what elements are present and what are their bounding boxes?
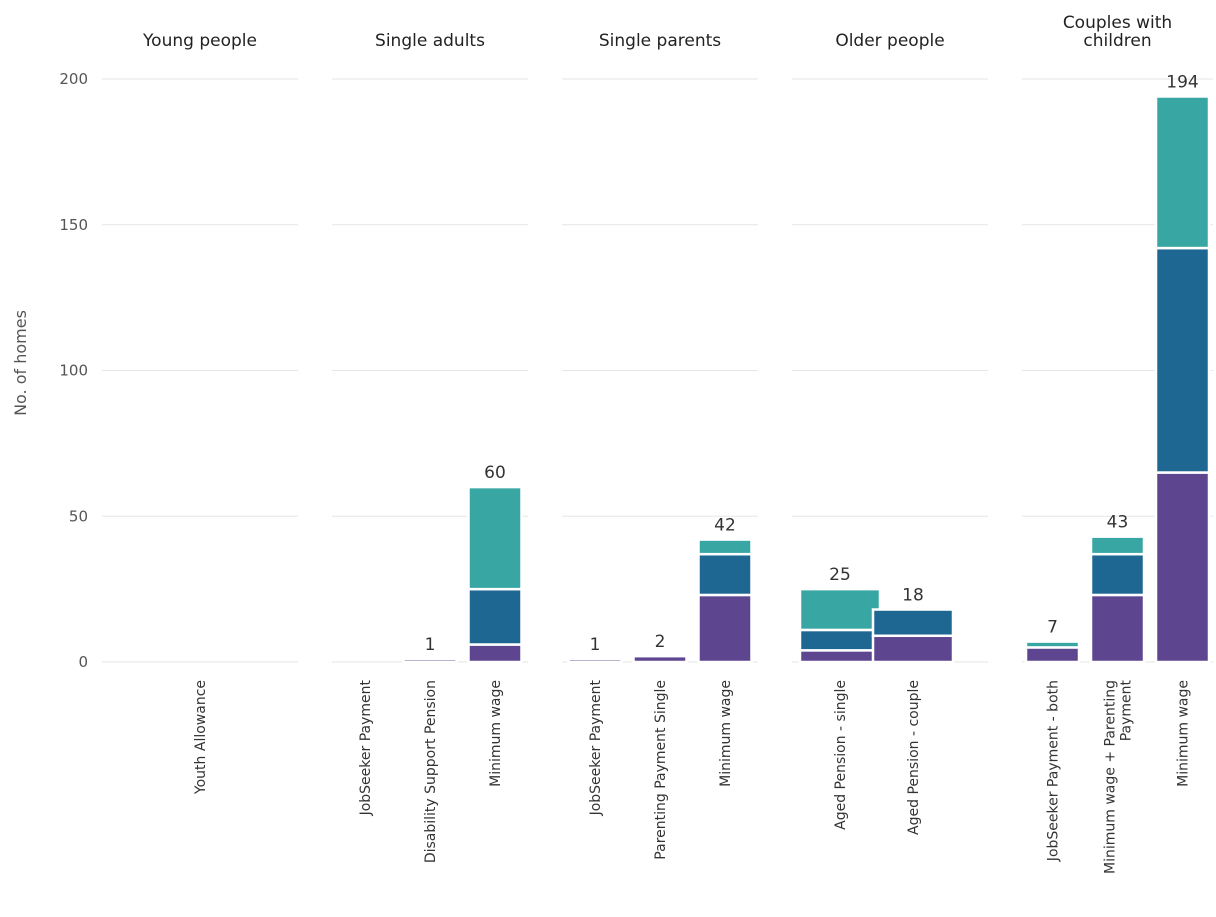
bar-segment — [798, 587, 882, 632]
category-label-line: Youth Allowance — [193, 680, 209, 795]
category-label-line: Payment — [1119, 679, 1135, 741]
category-label: Disability Support Pension — [423, 680, 439, 863]
bar-segment — [1154, 95, 1211, 250]
category-label: JobSeeker Payment - both — [1046, 680, 1062, 862]
bar: 18 Aged Pension - couple — [871, 586, 955, 835]
bar-segment — [798, 649, 882, 664]
category-label-line: Minimum wage — [718, 680, 734, 787]
bar-total-label: 194 — [1166, 72, 1198, 92]
category-label: Minimum wage — [488, 680, 504, 787]
category-label: JobSeeker Payment — [358, 679, 374, 816]
category-label-line: Minimum wage — [488, 680, 504, 787]
bar-segment — [1154, 471, 1211, 664]
y-tick-label: 200 — [59, 70, 88, 88]
panel-title-line: children — [1083, 31, 1151, 51]
category-label: Aged Pension - couple — [906, 680, 922, 835]
panel-title-line: Single adults — [375, 31, 485, 51]
category-label: Minimum wage + ParentingPayment — [1103, 679, 1135, 873]
bar: 42 Minimum wage — [697, 516, 753, 787]
bar-total-label: 60 — [484, 463, 506, 483]
bar-total-label: 1 — [425, 635, 436, 655]
bar: Youth Allowance — [193, 680, 209, 795]
y-axis-label: No. of homes — [11, 310, 30, 416]
bar-total-label: 1 — [590, 635, 601, 655]
bar: 1 Disability Support Pension — [402, 635, 458, 863]
category-label-line: JobSeeker Payment — [358, 679, 374, 816]
y-tick-label: 100 — [59, 362, 88, 380]
y-tick-label: 0 — [78, 653, 88, 671]
bar-segment — [798, 628, 882, 652]
panel-title: Couples with children — [1063, 13, 1172, 51]
panel: Single adults JobSeeker Payment 1 Disabilit… — [332, 31, 528, 863]
bar-segment — [871, 608, 955, 638]
bar-total-label: 42 — [714, 516, 736, 536]
bar-total-label: 25 — [829, 565, 851, 585]
bar-segment — [467, 643, 523, 664]
category-label-line: Aged Pension - couple — [906, 680, 922, 835]
bar: 2 Parenting Payment Single — [632, 632, 688, 860]
panel: Older people 25 Aged Pension - single 18 Age… — [792, 31, 988, 835]
bar-segment — [1024, 646, 1081, 664]
panel-title-line: Single parents — [599, 31, 721, 51]
category-label: Parenting Payment Single — [653, 680, 669, 860]
category-label-line: Parenting Payment Single — [653, 680, 669, 860]
category-label: JobSeeker Payment — [588, 679, 604, 816]
bar-segment — [467, 485, 523, 591]
bar-segment — [697, 538, 753, 556]
category-label-line: Minimum wage + Parenting — [1103, 680, 1119, 874]
panel: Single parents 1 JobSeeker Payment 2 Parenti… — [562, 31, 758, 860]
panel: Couples with children 7 JobSeeker Payment -… — [1022, 13, 1213, 874]
bar: 194 Minimum wage — [1154, 72, 1211, 787]
bar-segment — [1024, 640, 1081, 649]
category-label-line: Minimum wage — [1176, 680, 1192, 787]
panel-title: Single parents — [599, 31, 721, 51]
bar-total-label: 7 — [1047, 618, 1058, 638]
bar: JobSeeker Payment — [358, 679, 374, 816]
bar-segment — [697, 593, 753, 664]
bar: 1 JobSeeker Payment — [567, 635, 623, 816]
category-label: Minimum wage — [1176, 680, 1192, 787]
y-tick-label: 150 — [59, 216, 88, 234]
category-label-line: JobSeeker Payment — [588, 679, 604, 816]
bar-segment — [1154, 246, 1211, 474]
bar: 25 Aged Pension - single — [798, 565, 882, 830]
category-label-line: Disability Support Pension — [423, 680, 439, 863]
category-label: Aged Pension - single — [833, 680, 849, 830]
bar-total-label: 18 — [902, 586, 924, 606]
bar-segment — [697, 552, 753, 597]
bar: 60 Minimum wage — [467, 463, 523, 787]
y-axis: 0 50 100 150 200 — [59, 70, 88, 671]
category-label: Minimum wage — [718, 680, 734, 787]
panel-title: Older people — [835, 31, 944, 51]
panel-title-line: Couples with — [1063, 13, 1172, 33]
bar-segment — [1089, 535, 1146, 556]
category-label: Youth Allowance — [193, 680, 209, 795]
bar-segment — [567, 657, 623, 664]
bar-segment — [467, 587, 523, 646]
panel-title: Young people — [142, 31, 257, 51]
panel-title-line: Young people — [142, 31, 257, 51]
bar: 7 JobSeeker Payment - both — [1024, 618, 1081, 862]
bar-segment — [871, 634, 955, 664]
category-label-line: JobSeeker Payment - both — [1046, 680, 1062, 862]
bar: 43 Minimum wage + ParentingPayment — [1089, 513, 1146, 874]
bar-total-label: 2 — [655, 632, 666, 652]
panel-title: Single adults — [375, 31, 485, 51]
panel-title-line: Older people — [835, 31, 944, 51]
bar-segment — [1089, 552, 1146, 597]
bar-total-label: 43 — [1107, 513, 1129, 533]
panel: Young people Youth Allowance — [102, 31, 298, 795]
panels: Young people Youth Allowance Single adults… — [102, 13, 1213, 874]
y-tick-label: 50 — [69, 507, 88, 525]
bar-segment — [1089, 593, 1146, 664]
bar-segment — [632, 654, 688, 664]
bar-segment — [402, 657, 458, 664]
category-label-line: Aged Pension - single — [833, 680, 849, 830]
